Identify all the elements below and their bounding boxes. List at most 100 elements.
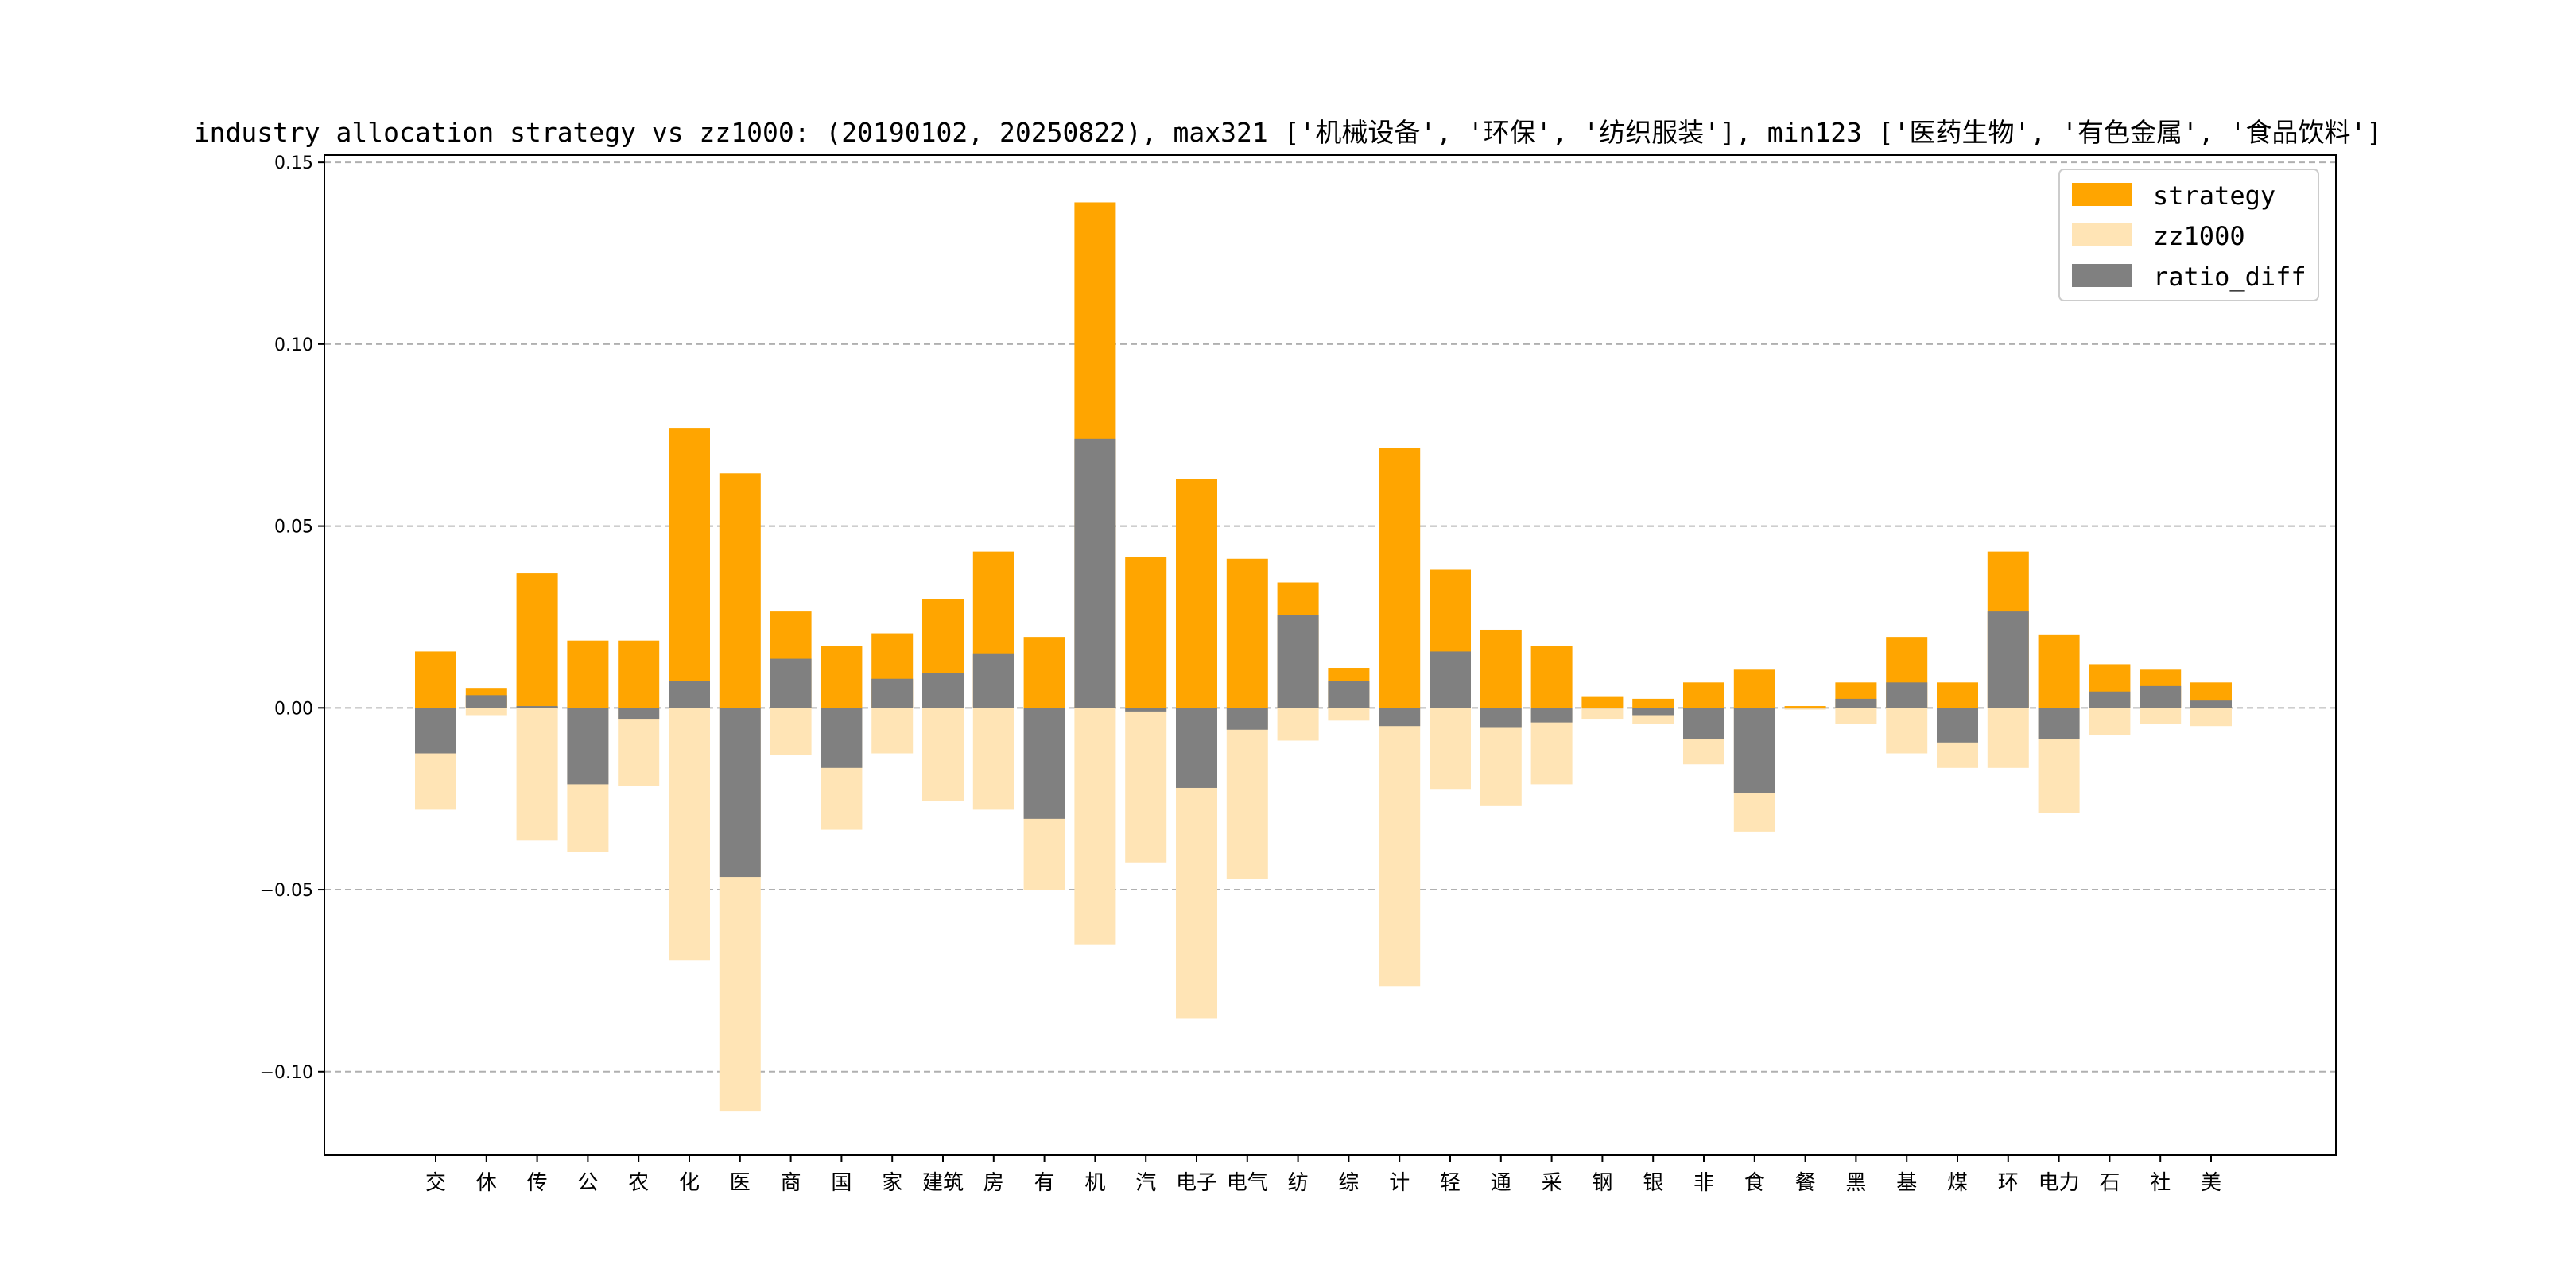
y-axis: 0.15 0.10 0.05 0.00 −0.05 −0.10 [260,153,324,1083]
x-tick-label: 社 [2150,1171,2171,1195]
bar-ratio_diff [415,708,456,754]
x-tick-label: 休 [476,1171,497,1195]
bar-strategy [1176,479,1217,708]
bar-ratio_diff [465,695,507,708]
x-tick-label: 机 [1084,1171,1105,1195]
bar-ratio_diff [1226,708,1268,730]
bar-zz1000 [770,708,812,755]
bar-strategy [415,651,456,708]
x-axis: 交 休 传 公 农 化 医 商 国 家建筑房 有 机 汽电子 电气纺 综 计 轻 通 采 钢 银 非 食 餐 黑 基 煤 环电力石 社 美 [425,1155,2221,1195]
legend-label-ratio_diff: ratio_diff [2153,262,2306,292]
x-tick-label: 电气 [1227,1171,1268,1195]
x-tick-label: 公 [577,1171,598,1195]
bar-zz1000 [465,708,507,716]
bar-ratio_diff [2140,685,2182,708]
legend-label-strategy: strategy [2153,180,2275,211]
x-tick-label: 纺 [1288,1171,1309,1195]
bar-strategy [516,573,558,708]
x-tick-label: 煤 [1947,1171,1968,1195]
bar-strategy [1226,558,1268,708]
bar-strategy [618,640,660,708]
legend: strategy zz1000 ratio_diff [2058,169,2319,301]
bar-strategy [1379,448,1421,708]
bar-strategy [719,473,761,708]
bar-ratio_diff [1937,708,1978,743]
x-tick-label: 计 [1389,1171,1410,1195]
x-tick-label: 美 [2201,1171,2221,1195]
x-tick-label: 有 [1034,1171,1055,1195]
legend-label-zz1000: zz1000 [2153,221,2245,251]
bar-ratio_diff [1023,708,1065,819]
x-tick-label: 房 [983,1171,1004,1195]
bar-strategy [567,640,609,708]
bar-ratio_diff [1530,708,1573,723]
bar-strategy [1784,706,1826,708]
x-tick-label: 传 [527,1171,548,1195]
bar-ratio_diff [1835,698,1877,708]
bar-zz1000 [1784,708,1826,710]
x-tick-label: 农 [628,1171,649,1195]
bar-strategy [1632,698,1674,708]
bar-ratio_diff [922,673,964,708]
bar-ratio_diff [669,681,710,708]
bar-zz1000 [1430,708,1471,790]
x-tick-label: 轻 [1440,1171,1461,1195]
bar-ratio_diff [516,706,558,708]
bar-zz1000 [922,708,964,801]
bar-zz1000 [1886,708,1928,754]
x-tick-label: 国 [831,1171,852,1195]
bar-zz1000 [516,708,558,841]
bar-zz1000 [1987,708,2029,768]
bar-strategy [2038,634,2080,708]
bar-zz1000 [669,708,710,961]
y-tick-label: 0.15 [274,153,313,173]
x-tick-label: 非 [1693,1171,1714,1195]
x-tick-label: 家 [882,1171,902,1195]
x-tick-label: 电力 [2039,1171,2080,1195]
bar-zz1000 [1074,708,1116,945]
bar-ratio_diff [1632,708,1674,716]
bar-strategy [1480,629,1522,708]
bar-ratio_diff [2190,700,2232,708]
x-tick-label: 通 [1491,1171,1511,1195]
bar-strategy [1581,696,1624,708]
bar-ratio_diff [1074,438,1116,708]
bar-ratio_diff [618,708,660,720]
bar-zz1000 [2089,708,2131,735]
y-tick-label: 0.10 [274,336,313,355]
grid-lines [324,161,2336,1073]
x-tick-label: 商 [781,1171,801,1195]
x-tick-label: 建筑 [922,1171,964,1195]
bar-ratio_diff [1886,682,1928,708]
bar-zz1000 [972,708,1014,810]
bar-ratio_diff [1683,708,1724,739]
bar-ratio_diff [2038,708,2080,739]
bar-zz1000 [1125,708,1167,863]
x-tick-label: 黑 [1845,1171,1866,1195]
bar-zz1000 [1379,708,1421,987]
bar-strategy [1937,682,1978,708]
legend-swatch-zz1000 [2072,223,2132,246]
x-tick-label: 交 [425,1171,446,1195]
x-tick-label: 电子 [1176,1171,1217,1195]
bar-zz1000 [871,708,914,754]
bar-ratio_diff [1733,708,1775,793]
y-tick-label: 0.00 [274,699,313,719]
bars [415,202,2232,1112]
bar-zz1000 [1581,708,1624,720]
bar-ratio_diff [1125,708,1167,712]
bar-ratio_diff [972,653,1014,708]
bar-ratio_diff [871,678,914,708]
x-tick-label: 食 [1744,1171,1765,1195]
x-tick-label: 医 [730,1171,751,1195]
x-tick-label: 石 [2099,1171,2120,1195]
bar-zz1000 [2140,708,2182,724]
y-tick-label: −0.10 [260,1063,313,1083]
bar-zz1000 [1277,708,1319,741]
bar-strategy [1530,646,1573,708]
x-tick-label: 化 [679,1171,700,1195]
bar-ratio_diff [1987,611,2029,708]
bar-ratio_diff [1379,708,1421,727]
bar-ratio_diff [2089,691,2131,708]
bar-ratio_diff [1176,708,1217,788]
